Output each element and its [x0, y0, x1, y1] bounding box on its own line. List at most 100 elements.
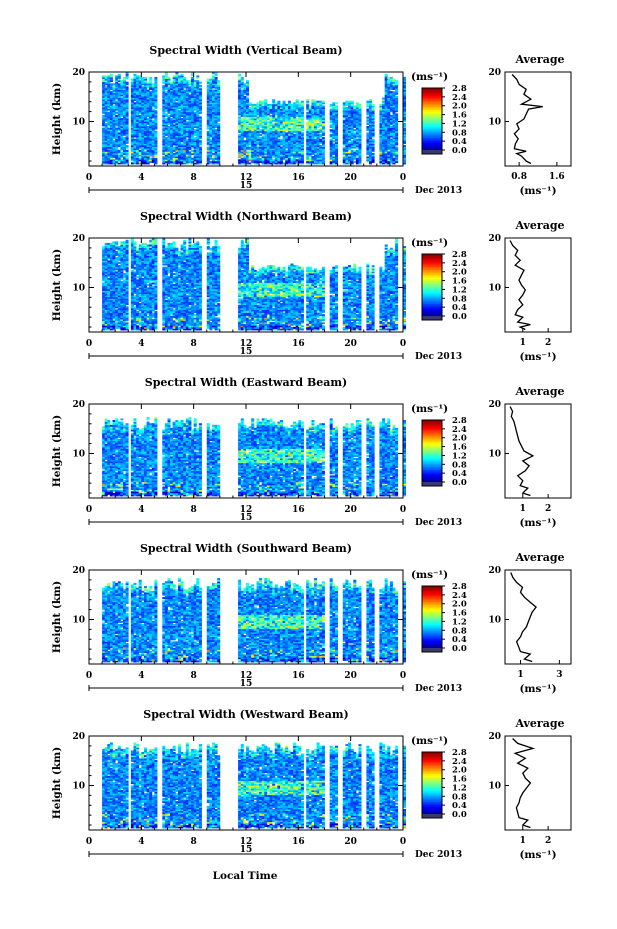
heatmap-cell — [199, 85, 202, 87]
heatmap-cell — [154, 77, 157, 79]
heatmap-cell — [291, 158, 294, 160]
heatmap-cell — [267, 117, 270, 119]
heatmap-cell — [120, 159, 123, 161]
heatmap-cell — [296, 99, 299, 101]
heatmap-cell — [238, 159, 241, 161]
heatmap-cell — [115, 75, 118, 77]
heatmap-cell — [126, 145, 129, 147]
heatmap-cell — [115, 101, 118, 103]
heatmap-cell — [293, 102, 296, 104]
heatmap-cell — [173, 153, 176, 155]
heatmap-cell — [272, 99, 275, 101]
heatmap-cell — [126, 82, 129, 84]
heatmap-cell — [188, 151, 191, 153]
heatmap-cell — [110, 91, 113, 93]
heatmap-cell — [123, 137, 126, 139]
heatmap-cell — [110, 83, 113, 85]
heatmap-cell — [257, 102, 260, 104]
heatmap-cell — [178, 110, 181, 112]
heatmap-cell — [199, 140, 202, 142]
heatmap-cell — [105, 123, 108, 125]
figure: Local Time Spectral Width (Vertical Beam… — [0, 0, 617, 929]
heatmap-cell — [246, 98, 249, 100]
heatmap-cell — [149, 158, 152, 160]
heatmap-cell — [191, 150, 194, 152]
heatmap-cell — [246, 120, 249, 122]
heatmap-cell — [262, 136, 265, 138]
heatmap-cell — [102, 128, 105, 130]
heatmap-cell — [306, 121, 309, 123]
heatmap-cell — [154, 131, 157, 133]
heatmap-cell — [259, 134, 262, 136]
heatmap-cell — [120, 80, 123, 82]
heatmap-cell — [139, 115, 142, 117]
heatmap-cell — [141, 77, 144, 79]
heatmap-cell — [186, 121, 189, 123]
heatmap-cell — [168, 115, 171, 117]
heatmap-cell — [288, 101, 291, 103]
heatmap-cell — [298, 128, 301, 130]
heatmap-cell — [188, 94, 191, 96]
heatmap-cell — [191, 158, 194, 160]
heatmap-cell — [238, 117, 241, 119]
heatmap-cell — [105, 75, 108, 77]
heatmap-cell — [246, 151, 249, 153]
heatmap-cell — [149, 91, 152, 93]
heatmap-cell — [118, 155, 121, 157]
heatmap-cell — [152, 120, 155, 122]
heatmap-cell — [251, 104, 254, 106]
heatmap-cell — [267, 121, 270, 123]
heatmap-cell — [168, 126, 171, 128]
heatmap-cell — [212, 153, 215, 155]
heatmap-cell — [147, 126, 150, 128]
heatmap-cell — [277, 139, 280, 141]
heatmap-cell — [107, 112, 110, 114]
heatmap-cell — [243, 140, 246, 142]
panel-0: Spectral Width (Vertical Beam)2010Height… — [51, 44, 571, 197]
heatmap-cell — [293, 134, 296, 136]
heatmap-cell — [147, 82, 150, 84]
heatmap-cell — [118, 150, 121, 152]
heatmap-cell — [243, 96, 246, 98]
heatmap-cell — [296, 118, 299, 120]
heatmap-cell — [102, 115, 105, 117]
heatmap-cell — [113, 83, 116, 85]
heatmap-cell — [183, 77, 186, 79]
heatmap-cell — [194, 112, 197, 114]
heatmap-cell — [209, 161, 212, 163]
heatmap-cell — [238, 134, 241, 136]
heatmap-cell — [267, 104, 270, 106]
heatmap-cell — [168, 77, 171, 79]
heatmap-cell — [186, 139, 189, 141]
heatmap-cell — [249, 102, 252, 104]
heatmap-cell — [306, 112, 309, 114]
heatmap-cell — [120, 118, 123, 120]
heatmap-cell — [134, 139, 137, 141]
heatmap-cell — [173, 147, 176, 149]
heatmap-cell — [118, 83, 121, 85]
heatmap-cell — [152, 83, 155, 85]
heatmap-cell — [277, 101, 280, 103]
heatmap-cell — [147, 118, 150, 120]
heatmap-cell — [301, 101, 304, 103]
heatmap-cell — [280, 139, 283, 141]
heatmap-cell — [139, 158, 142, 160]
heatmap-cell — [246, 80, 249, 82]
heatmap-cell — [170, 82, 173, 84]
heatmap-cell — [301, 132, 304, 134]
heatmap-cell — [107, 128, 110, 130]
heatmap-cell — [209, 79, 212, 81]
heatmap-cell — [105, 86, 108, 88]
heatmap-cell — [126, 86, 129, 88]
heatmap-cell — [181, 143, 184, 145]
heatmap-cell — [259, 101, 262, 103]
heatmap-cell — [259, 137, 262, 139]
heatmap-cell — [136, 75, 139, 77]
heatmap-cell — [118, 74, 121, 76]
heatmap-cell — [309, 158, 312, 160]
heatmap-cell — [194, 80, 197, 82]
heatmap-cell — [241, 90, 244, 92]
heatmap-cell — [217, 80, 220, 82]
heatmap-cell — [149, 77, 152, 79]
heatmap-cell — [165, 113, 168, 115]
